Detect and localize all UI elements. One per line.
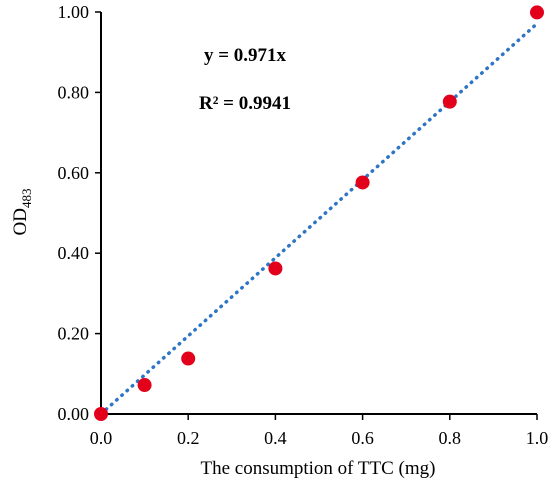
data-point bbox=[442, 94, 457, 109]
y-axis-title: OD483 bbox=[10, 189, 34, 236]
x-tick-label: 0.8 bbox=[439, 428, 462, 448]
y-tick-label: 0.60 bbox=[58, 163, 90, 183]
y-axis-title-subscript: 483 bbox=[19, 189, 34, 209]
x-tick-label: 1.0 bbox=[526, 428, 549, 448]
data-point bbox=[268, 261, 283, 276]
y-tick-label: 0.80 bbox=[58, 82, 90, 102]
data-point bbox=[181, 351, 196, 366]
y-tick-label: 1.00 bbox=[58, 2, 90, 22]
y-axis-title-main: OD bbox=[10, 208, 31, 235]
data-point bbox=[94, 407, 108, 421]
x-tick-label: 0.0 bbox=[90, 428, 113, 448]
data-point bbox=[137, 378, 152, 393]
data-point bbox=[355, 175, 370, 190]
data-points bbox=[94, 5, 544, 421]
y-tick-label: 0.20 bbox=[58, 324, 90, 344]
axes: 0.00 0.20 0.40 0.60 0.80 1.00 0.0 0.2 0.4 0.6 0.8 1… bbox=[58, 2, 549, 448]
trendline bbox=[99, 21, 539, 416]
r-squared-annotation: R² = 0.9941 bbox=[199, 93, 291, 114]
x-tick-label: 0.2 bbox=[177, 428, 200, 448]
y-tick-label: 0.00 bbox=[58, 404, 90, 424]
equation-annotation: y = 0.971x bbox=[204, 45, 287, 66]
y-tick-label: 0.40 bbox=[58, 243, 90, 263]
x-tick-label: 0.4 bbox=[264, 428, 287, 448]
x-tick-label: 0.6 bbox=[351, 428, 374, 448]
x-axis-title: The consumption of TTC (mg) bbox=[200, 458, 435, 479]
trendline-group bbox=[99, 21, 539, 416]
data-point bbox=[530, 5, 544, 20]
